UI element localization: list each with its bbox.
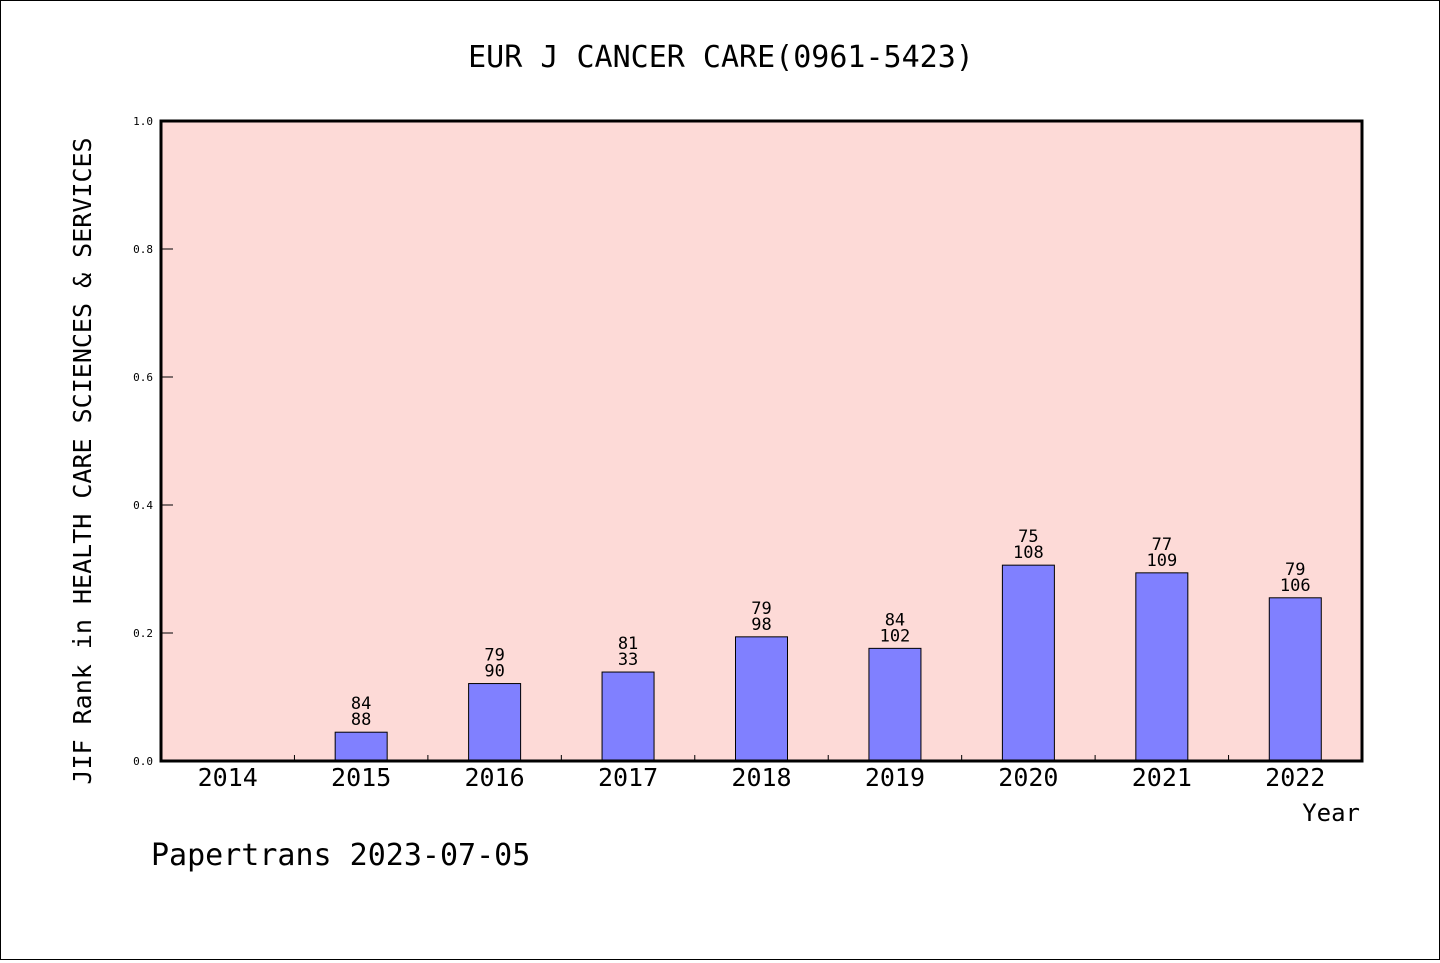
bar-label-top: 75	[1018, 527, 1038, 547]
watermark-text: Papertrans 2023-07-05	[151, 838, 530, 873]
y-tick-label: 0.8	[133, 243, 153, 256]
y-axis: 0.0 0.2 0.4 0.6 0.8 1.0	[133, 115, 173, 768]
x-tick-label: 2016	[465, 763, 525, 792]
y-axis-label: JIF Rank in HEALTH CARE SCIENCES & SERVI…	[68, 137, 97, 784]
bar	[868, 647, 922, 762]
x-tick-label: 2020	[998, 763, 1058, 792]
bar-label-bottom: 88	[351, 710, 371, 730]
x-tick-label: 2019	[865, 763, 925, 792]
bar-label-top: 79	[1285, 560, 1305, 580]
bar-label-bottom: 102	[880, 626, 911, 646]
x-tick-label: 2018	[731, 763, 791, 792]
x-tick-label: 2022	[1265, 763, 1325, 792]
x-tick-label: 2021	[1132, 763, 1192, 792]
bar-label-bottom: 90	[484, 662, 504, 682]
bar-label-top: 84	[351, 694, 371, 714]
bar-label-top: 79	[484, 646, 504, 666]
bar-label-top: 81	[618, 634, 638, 654]
y-tick-label: 0.2	[133, 627, 153, 640]
bar	[1135, 572, 1189, 762]
bar-label-top: 77	[1152, 535, 1172, 555]
x-tick-label: 2017	[598, 763, 658, 792]
bar-label-top: 84	[885, 610, 905, 630]
chart-title: EUR J CANCER CARE(0961-5423)	[468, 40, 974, 75]
y-tick-label: 1.0	[133, 115, 153, 128]
bar-label-bottom: 109	[1146, 551, 1177, 571]
bars-group	[334, 564, 1322, 762]
bar-label-bottom: 98	[751, 615, 771, 635]
y-tick-label: 0.6	[133, 371, 153, 384]
bar-label-bottom: 108	[1013, 543, 1044, 563]
x-axis: 2014 2015 2016 2017 2018 2019 2020 2021 2022	[198, 755, 1325, 792]
bar	[601, 671, 655, 762]
bar	[468, 683, 522, 762]
bar-label-bottom: 106	[1280, 576, 1311, 596]
plot-frame	[159, 119, 1364, 763]
y-tick-label: 0.0	[133, 755, 153, 768]
y-tick-label: 0.4	[133, 499, 153, 512]
x-tick-label: 2015	[331, 763, 391, 792]
bar	[1268, 597, 1322, 762]
bar-label-bottom: 33	[618, 650, 638, 670]
x-axis-label: Year	[1302, 799, 1360, 827]
bar	[334, 731, 388, 762]
bar-label-top: 79	[751, 599, 771, 619]
x-tick-label: 2014	[198, 763, 258, 792]
bar	[735, 636, 788, 762]
bar	[1001, 564, 1055, 762]
